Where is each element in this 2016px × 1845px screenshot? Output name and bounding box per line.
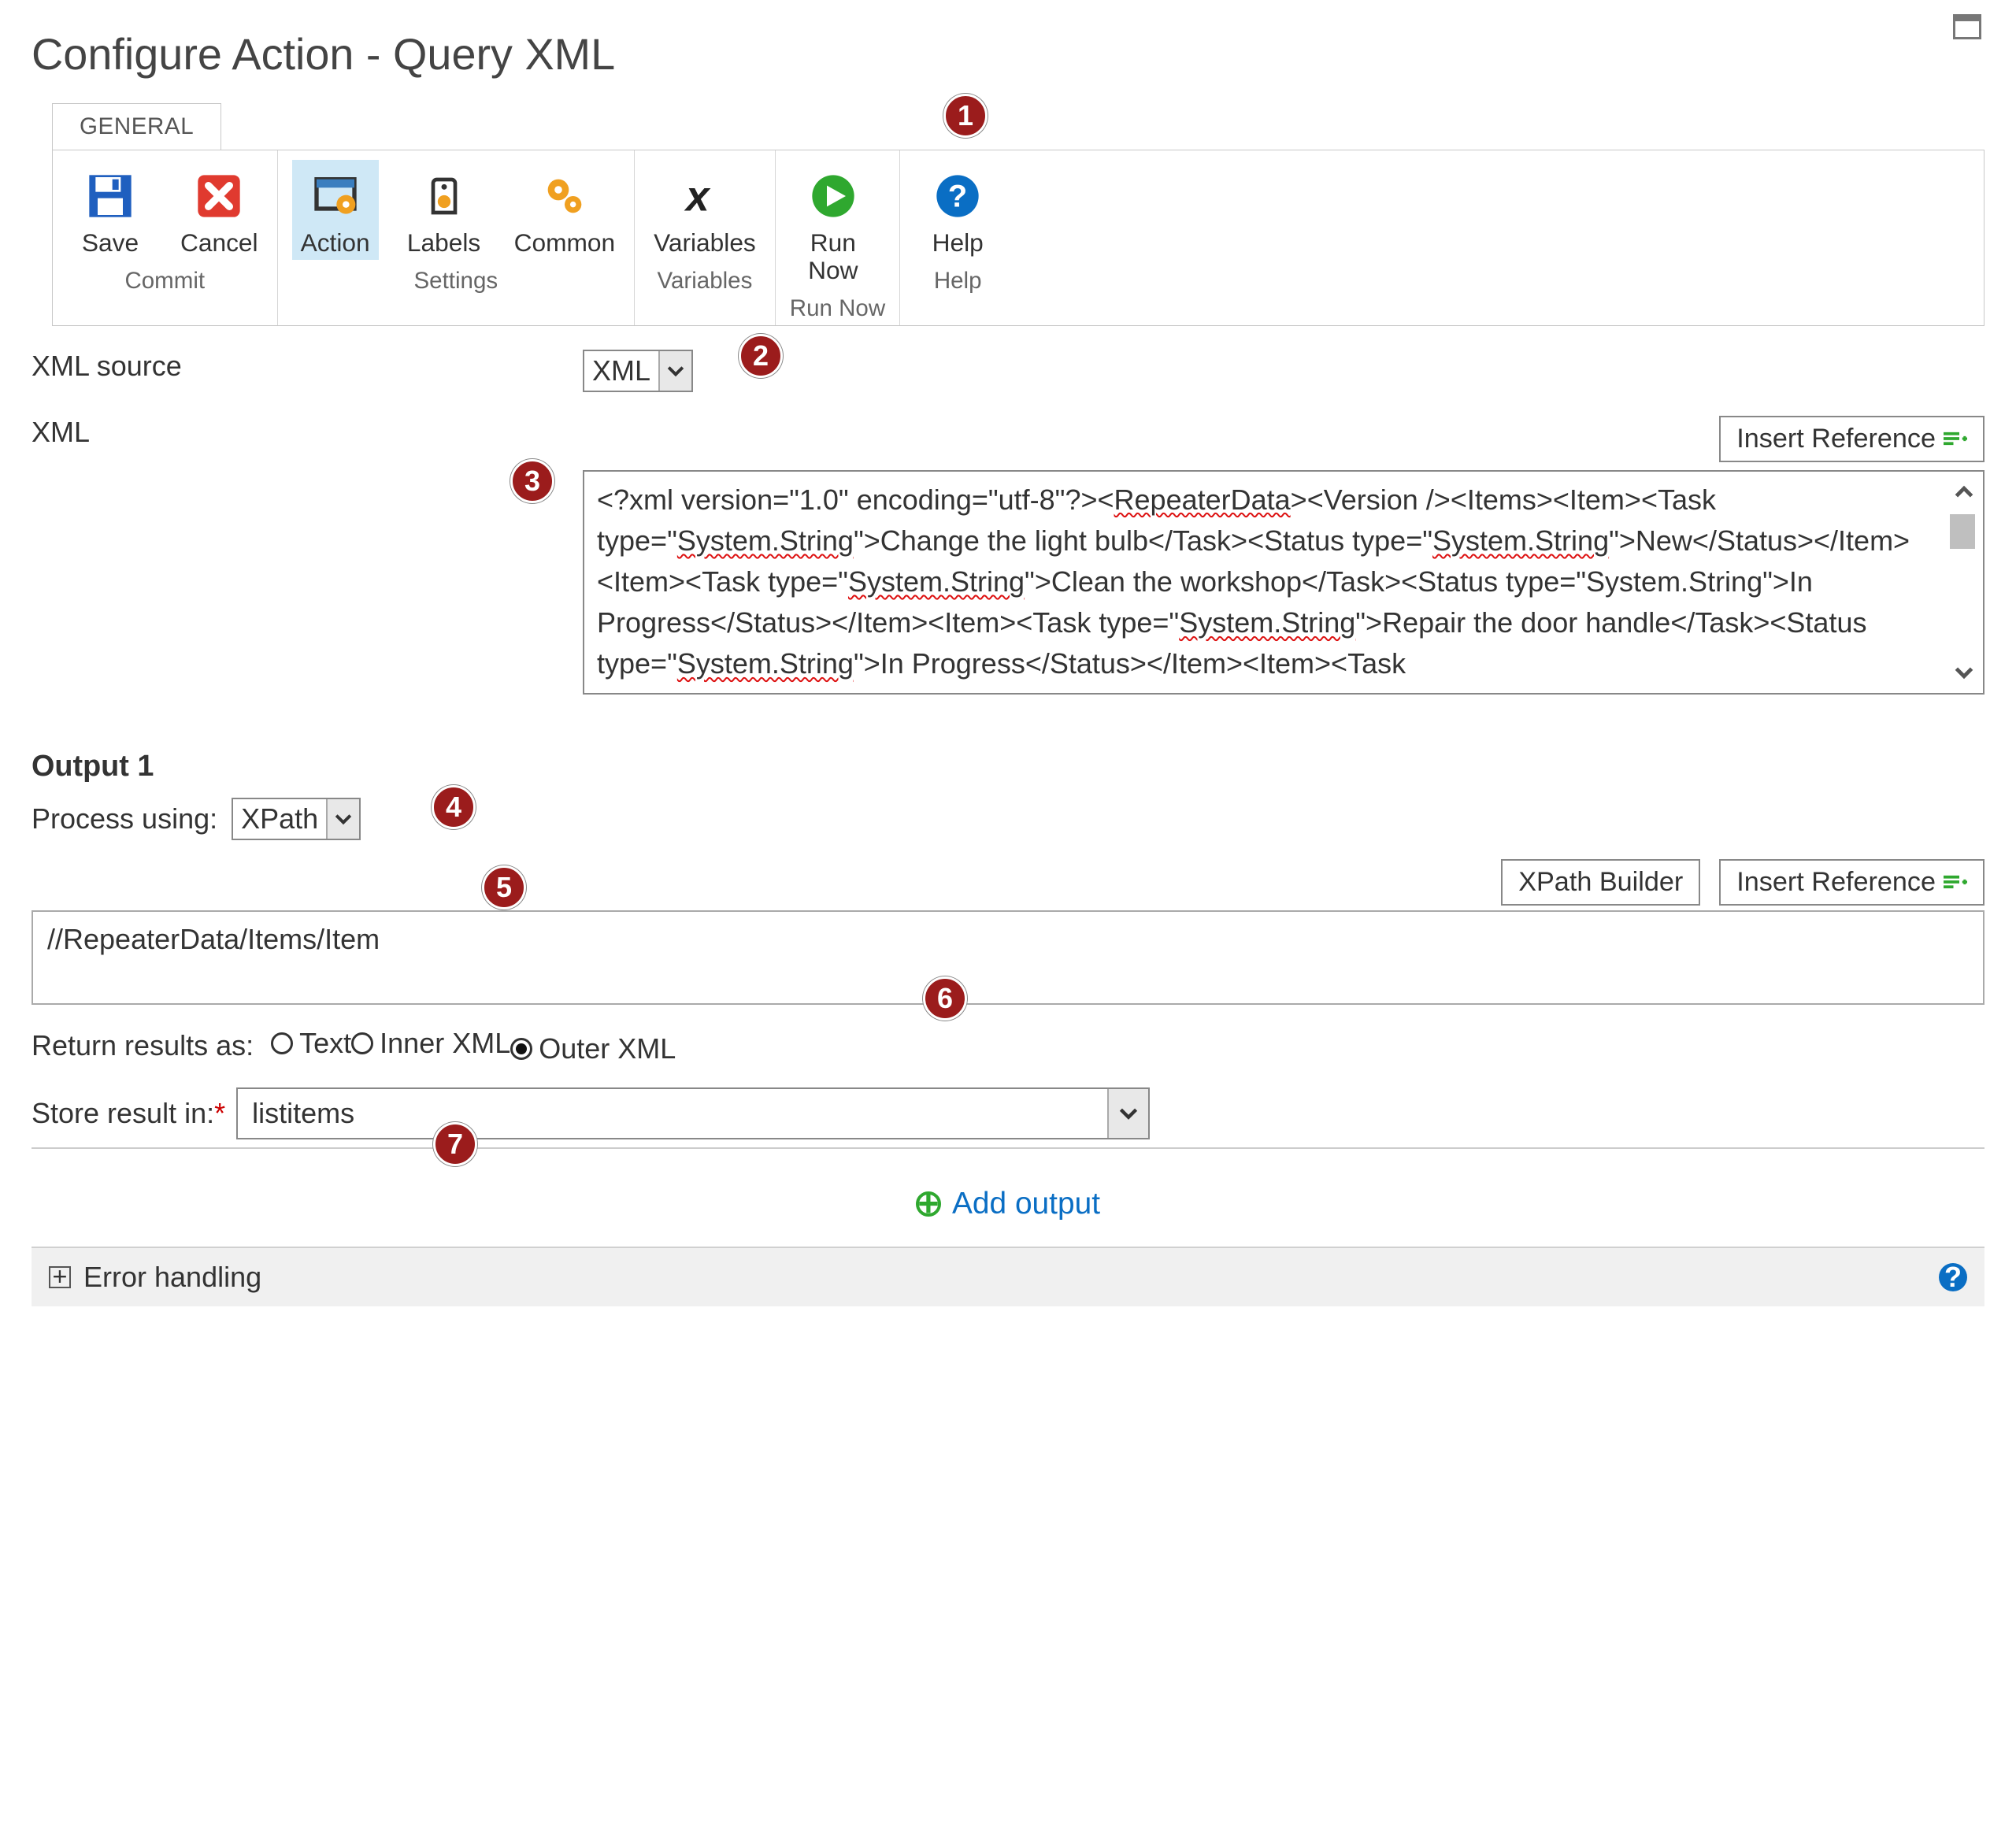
xpath-builder-label: XPath Builder (1518, 867, 1683, 898)
chevron-down-icon (658, 351, 691, 391)
insert-reference-label: Insert Reference (1736, 424, 1936, 454)
action-label: Action (301, 229, 370, 257)
xpath-buttons-row: 5 XPath Builder Insert Reference (32, 859, 1984, 906)
common-button[interactable]: Common (510, 160, 620, 260)
window-icon (1953, 14, 1981, 39)
ribbon: 1 GENERAL Save Cancel Commit (52, 103, 1984, 326)
return-results-radio-outer-xml[interactable]: Outer XML (510, 1032, 676, 1065)
ribbon-group-label-commit: Commit (67, 268, 263, 295)
ribbon-group-help: ? Help Help (900, 150, 1015, 325)
callout-5: 5 (482, 865, 526, 910)
variables-button[interactable]: x Variables (649, 160, 761, 260)
play-icon (805, 168, 862, 224)
action-button[interactable]: Action (292, 160, 379, 260)
accordion-help-button[interactable]: ? (1939, 1263, 1967, 1291)
plus-circle-icon (916, 1191, 941, 1217)
error-handling-accordion[interactable]: Error handling ? (32, 1247, 1984, 1306)
labels-button[interactable]: Labels (401, 160, 487, 260)
xpath-builder-button[interactable]: XPath Builder (1501, 859, 1700, 906)
process-using-label: Process using: (32, 802, 217, 835)
xml-label-row: XML Insert Reference (32, 416, 1984, 462)
svg-text:x: x (684, 174, 711, 220)
ribbon-group-settings: Action Labels Common (278, 150, 635, 325)
radio-label: Text (299, 1027, 351, 1060)
runnow-label: Run Now (798, 229, 869, 284)
chevron-down-icon (326, 799, 359, 839)
store-result-label: Store result in:* (32, 1097, 225, 1130)
variables-icon: x (676, 168, 733, 224)
callout-2: 2 (739, 334, 783, 378)
common-icon (536, 168, 593, 224)
cancel-icon (191, 168, 247, 224)
callout-6: 6 (923, 976, 967, 1021)
xml-source-select[interactable]: XML (583, 350, 693, 392)
output-section-title: Output 1 (32, 750, 1984, 784)
ribbon-group-runnow: Run Now Run Now (776, 150, 900, 325)
scroll-down-icon[interactable] (1950, 658, 1978, 687)
xml-textarea[interactable]: <?xml version="1.0" encoding="utf-8"?><R… (583, 470, 1984, 695)
xpath-input[interactable]: //RepeaterData/Items/Item (32, 910, 1984, 1005)
help-icon: ? (929, 168, 986, 224)
error-handling-label: Error handling (83, 1261, 261, 1294)
scroll-up-icon[interactable] (1950, 478, 1978, 506)
callout-7: 7 (433, 1122, 477, 1166)
return-results-row: 6 Return results as: TextInner XMLOuter … (32, 1027, 1984, 1065)
ribbon-group-variables: x Variables Variables (635, 150, 776, 325)
save-button[interactable]: Save (67, 160, 154, 260)
xml-source-row: 2 XML source XML (32, 350, 1984, 392)
help-label: Help (932, 229, 984, 257)
insert-reference-icon (1944, 867, 1967, 898)
radio-label: Outer XML (539, 1032, 676, 1065)
runnow-button[interactable]: Run Now (790, 160, 876, 287)
chevron-down-icon (1107, 1089, 1148, 1138)
xml-label: XML (32, 416, 90, 449)
xml-source-label: XML source (32, 350, 583, 383)
return-results-radio-inner-xml[interactable]: Inner XML (351, 1027, 510, 1060)
process-using-select[interactable]: XPath (232, 798, 361, 840)
svg-text:?: ? (948, 179, 967, 213)
callout-1: 1 (943, 94, 988, 138)
add-output-label: Add output (952, 1187, 1100, 1221)
scroll-thumb[interactable] (1950, 514, 1975, 549)
radio-label: Inner XML (380, 1027, 510, 1060)
return-results-radio-text[interactable]: Text (271, 1027, 351, 1060)
store-result-value: listitems (238, 1089, 1107, 1138)
insert-reference-label-2: Insert Reference (1736, 867, 1936, 898)
common-label: Common (514, 229, 615, 257)
scrollbar[interactable] (1945, 472, 1983, 693)
help-button[interactable]: ? Help (914, 160, 1001, 260)
callout-3: 3 (510, 459, 554, 503)
return-results-label: Return results as: (32, 1029, 254, 1062)
ribbon-group-commit: Save Cancel Commit (53, 150, 278, 325)
labels-icon (416, 168, 472, 224)
add-output-button[interactable]: Add output (32, 1187, 1984, 1221)
store-result-row: 7 Store result in:* listitems (32, 1087, 1984, 1139)
labels-label: Labels (407, 229, 480, 257)
ribbon-group-label-settings: Settings (292, 268, 620, 295)
save-label: Save (82, 229, 139, 257)
ribbon-tab-general[interactable]: GENERAL (52, 103, 221, 150)
process-using-row: 4 Process using: XPath (32, 798, 1984, 840)
process-using-value: XPath (233, 799, 326, 839)
xml-text-row: 3 <?xml version="1.0" encoding="utf-8"?>… (32, 470, 1984, 695)
insert-reference-button[interactable]: Insert Reference (1719, 416, 1984, 462)
cancel-label: Cancel (180, 229, 258, 257)
action-icon (307, 168, 364, 224)
store-result-select[interactable]: listitems (236, 1087, 1150, 1139)
page-title: Configure Action - Query XML (32, 28, 1984, 80)
expand-icon (49, 1266, 71, 1288)
cancel-button[interactable]: Cancel (176, 160, 263, 260)
insert-reference-icon (1944, 424, 1967, 454)
help-icon: ? (1939, 1263, 1967, 1291)
xml-source-value: XML (584, 351, 658, 391)
save-icon (82, 168, 139, 224)
ribbon-group-label-help: Help (914, 268, 1001, 295)
insert-reference-button-2[interactable]: Insert Reference (1719, 859, 1984, 906)
variables-label: Variables (654, 229, 756, 257)
ribbon-group-label-runnow: Run Now (790, 295, 885, 322)
callout-4: 4 (432, 785, 476, 829)
ribbon-group-label-variables: Variables (649, 268, 761, 295)
